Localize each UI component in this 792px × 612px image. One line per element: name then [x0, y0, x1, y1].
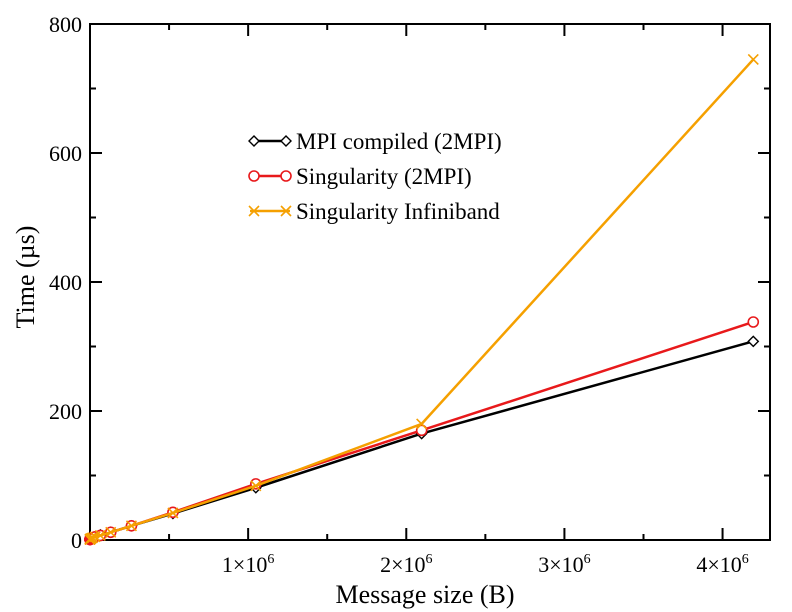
y-tick-label: 600 [49, 141, 82, 166]
data-point [94, 529, 106, 542]
data-point [416, 418, 428, 430]
y-tick-label: 0 [71, 528, 82, 553]
series-0 [84, 335, 760, 546]
series-lines [84, 53, 760, 546]
legend: MPI compiled (2MPI) Singularity (2MPI) Sin… [248, 129, 502, 224]
series-line [88, 340, 754, 541]
y-tick-label: 400 [49, 270, 82, 295]
legend-label: Singularity Infiniband [296, 199, 500, 224]
data-point [87, 532, 99, 544]
legend-marker [280, 205, 292, 217]
legend-marker [280, 170, 292, 182]
data-point [747, 335, 760, 348]
legend-marker [248, 135, 260, 147]
y-axis-title: Time (µs) [11, 226, 40, 329]
y-tick-label: 800 [49, 12, 82, 37]
data-point [747, 53, 759, 66]
plot-frame [89, 23, 771, 541]
data-point [167, 507, 179, 519]
series-2 [84, 53, 759, 545]
x-tick-label: 3×106 [538, 552, 590, 577]
legend-item: Singularity Infiniband [248, 199, 500, 224]
legend-item: Singularity (2MPI) [248, 164, 472, 189]
x-tick-label: 1×106 [222, 552, 274, 577]
legend-label: MPI compiled (2MPI) [296, 129, 502, 154]
legend-label: Singularity (2MPI) [296, 164, 472, 189]
x-axis-title: Message size (B) [335, 580, 514, 609]
legend-marker [248, 205, 260, 217]
data-point [125, 520, 138, 532]
x-tick-label: 4×106 [696, 552, 748, 577]
data-point [105, 526, 117, 538]
legend-marker [248, 170, 260, 182]
data-point [415, 424, 428, 437]
legend-marker [280, 135, 292, 147]
plot-area [89, 23, 771, 541]
y-tick-label: 200 [49, 399, 82, 424]
y-axis: 0 200 400 600 800 [49, 12, 770, 553]
data-point [747, 316, 760, 328]
x-tick-label: 2×106 [380, 552, 432, 577]
legend-item: MPI compiled (2MPI) [248, 129, 502, 154]
x-axis: 1×106 2×106 3×106 4×106 [168, 24, 749, 577]
data-point [250, 480, 262, 492]
